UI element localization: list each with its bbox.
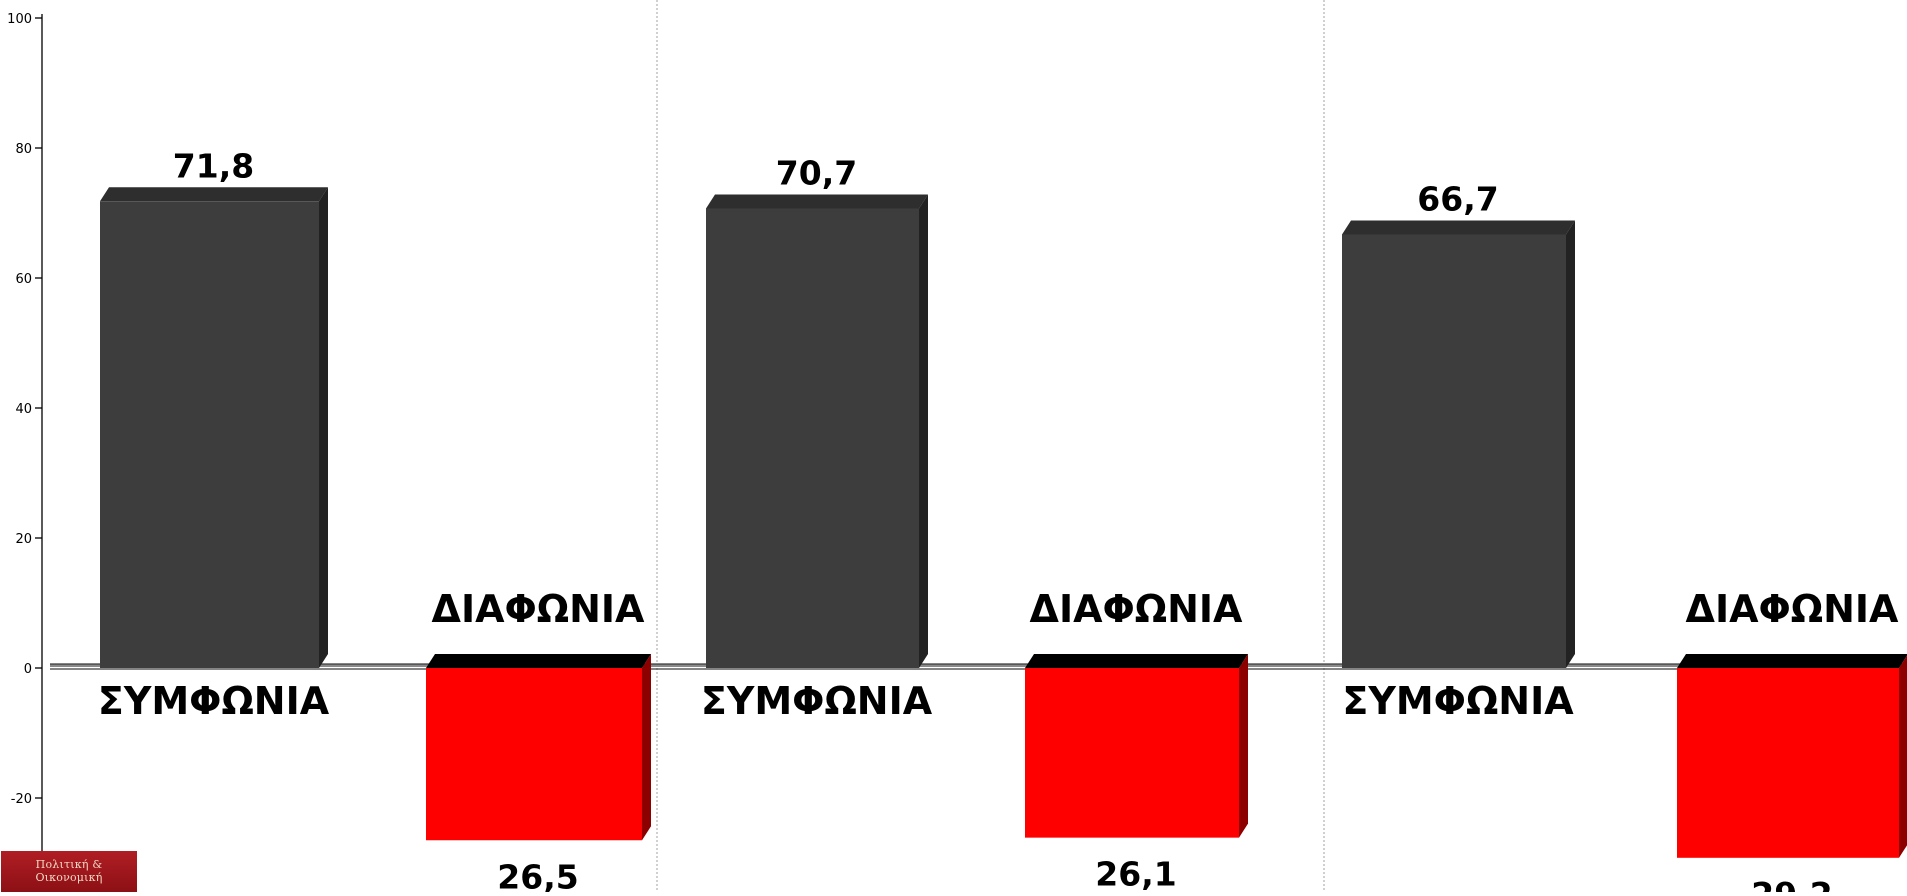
category-label: ΔΙΑΦΩΝΙΑ <box>432 587 646 631</box>
y-tick-label: 0 <box>24 662 32 677</box>
data-label: 29,2 <box>1751 875 1832 892</box>
bar-side-face <box>1899 655 1907 858</box>
category-label: ΣΥΜΦΩΝΙΑ <box>701 679 933 723</box>
y-tick-label: 100 <box>7 12 32 27</box>
bar-side-face <box>642 654 651 841</box>
bar <box>706 208 919 668</box>
data-label: 26,1 <box>1095 855 1176 892</box>
category-label: ΣΥΜΦΩΝΙΑ <box>1342 679 1574 723</box>
y-tick-label: 20 <box>15 532 32 547</box>
bar-side-face <box>1566 220 1575 668</box>
bar-top-face <box>1342 220 1575 235</box>
y-tick-label: 60 <box>15 272 32 287</box>
y-tick-label: 40 <box>15 402 32 417</box>
bar-top-face <box>426 654 651 668</box>
bar-side-face <box>1239 654 1248 838</box>
data-label: 70,7 <box>776 153 857 192</box>
bar <box>100 201 319 669</box>
bar-top-face <box>100 187 328 202</box>
data-label: 26,5 <box>497 857 578 892</box>
category-label: ΔΙΑΦΩΝΙΑ <box>1030 587 1244 631</box>
bar <box>1677 668 1899 858</box>
data-label: 71,8 <box>173 146 254 185</box>
bar <box>426 668 642 841</box>
baseline-floor <box>50 664 1902 667</box>
bar-top-face <box>706 194 928 209</box>
bar-side-face <box>919 194 928 668</box>
category-label: ΣΥΜΦΩΝΙΑ <box>98 679 330 723</box>
bar-side-face <box>319 187 328 669</box>
bar-top-face <box>1677 654 1907 668</box>
data-label: 66,7 <box>1417 179 1498 218</box>
category-label: ΔΙΑΦΩΝΙΑ <box>1686 587 1900 631</box>
y-tick-label: 80 <box>15 142 32 157</box>
bar-top-face <box>1025 654 1248 668</box>
publisher-logo: Πολιτική & Οικονομική <box>1 851 137 892</box>
bar <box>1342 234 1566 668</box>
y-tick-label: -20 <box>11 792 32 807</box>
bar <box>1025 668 1239 838</box>
